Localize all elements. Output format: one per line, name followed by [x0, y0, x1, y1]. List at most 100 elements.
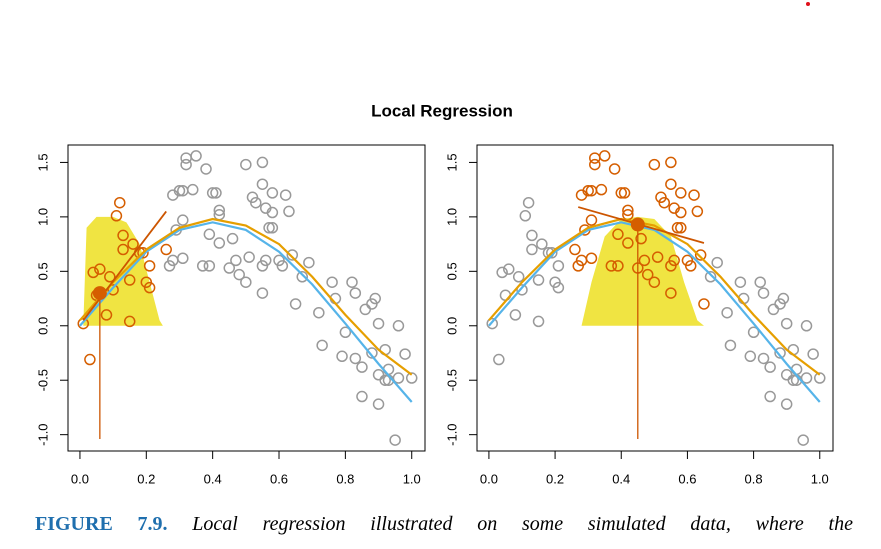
data-point: [519, 210, 532, 222]
data-point: [127, 238, 139, 250]
data-point: [493, 353, 505, 366]
data-point: [496, 266, 508, 279]
x-tick-label: 1.0: [403, 471, 421, 486]
data-point: [800, 372, 813, 384]
data-point: [747, 326, 760, 339]
data-point: [100, 309, 113, 321]
y-tick-label: 1.5: [35, 153, 50, 171]
data-point: [648, 158, 661, 171]
data-point: [180, 158, 192, 171]
data-point: [303, 256, 315, 269]
data-point: [173, 184, 186, 197]
data-point: [598, 150, 611, 162]
x-tick-label: 0.4: [612, 471, 630, 486]
data-point: [665, 287, 677, 299]
data-point: [389, 434, 401, 446]
data-point: [787, 374, 800, 386]
data-point: [615, 187, 628, 199]
data-point: [240, 158, 252, 171]
x-tick-label: 0.6: [270, 471, 288, 486]
data-point: [206, 187, 219, 199]
data-point: [691, 205, 704, 218]
data-point: [536, 238, 548, 250]
data-point: [123, 315, 136, 328]
x-tick-label: 0.8: [336, 471, 354, 486]
data-point: [143, 281, 156, 294]
data-point: [187, 183, 199, 196]
plot-frame: [476, 144, 834, 452]
data-point: [392, 372, 405, 384]
data-point: [764, 361, 776, 373]
data-point: [546, 247, 558, 259]
target-point: [630, 217, 645, 232]
y-tick-label: -1.0: [35, 423, 50, 445]
data-point: [279, 189, 292, 201]
data-point: [675, 206, 687, 219]
y-tick-label: 0.0: [444, 317, 459, 335]
data-point: [250, 196, 262, 209]
data-point: [313, 306, 325, 319]
data-point: [671, 222, 684, 234]
data-point: [612, 260, 624, 272]
data-point: [757, 352, 770, 365]
data-point: [757, 287, 770, 299]
marker-dot: [806, 2, 810, 6]
data-point: [526, 229, 538, 242]
data-point: [256, 156, 269, 169]
data-point: [777, 292, 790, 305]
caption-label: FIGURE 7.9.: [35, 513, 168, 535]
chart-title: Local Regression: [371, 101, 513, 120]
data-point: [635, 232, 647, 245]
caption-text: Local regression illustrated on some sim…: [192, 513, 853, 535]
data-point: [797, 434, 809, 446]
data-point: [87, 266, 99, 279]
data-point: [509, 309, 522, 321]
x-tick-label: 0.0: [480, 471, 498, 486]
y-tick-label: 1.0: [444, 208, 459, 226]
data-point: [213, 204, 226, 217]
data-point: [622, 237, 634, 249]
data-point: [210, 187, 222, 199]
data-point: [200, 163, 212, 175]
data-point: [117, 243, 129, 256]
data-point: [369, 292, 381, 305]
data-point: [552, 281, 565, 294]
true-curve: [488, 221, 821, 403]
data-point: [638, 254, 651, 267]
data-point: [316, 339, 328, 352]
plot-frame: [67, 144, 426, 452]
x-tick-label: 0.0: [71, 471, 89, 486]
data-point: [774, 347, 786, 359]
data-point: [349, 287, 362, 299]
data-point: [582, 184, 594, 197]
data-point: [110, 210, 123, 222]
x-tick-label: 0.8: [745, 471, 763, 486]
data-point: [177, 214, 189, 226]
data-point: [94, 263, 106, 275]
data-point: [688, 189, 700, 201]
data-point: [336, 350, 348, 363]
fitted-curve: [488, 217, 821, 376]
data-point: [196, 260, 209, 272]
y-tick-label: 1.5: [444, 153, 459, 171]
data-point: [104, 271, 116, 283]
data-point: [694, 249, 707, 261]
data-point: [684, 260, 697, 272]
fitted-curve: [79, 217, 413, 376]
data-point: [143, 260, 156, 272]
y-tick-label: 0.5: [444, 262, 459, 280]
data-point: [675, 222, 687, 234]
data-point: [266, 222, 279, 234]
data-point: [721, 306, 733, 319]
data-point: [589, 158, 601, 171]
x-tick-label: 1.0: [811, 471, 829, 486]
y-tick-label: -1.0: [444, 423, 459, 445]
data-point: [392, 320, 405, 332]
local-fit-line: [82, 210, 167, 321]
data-point: [622, 204, 634, 217]
data-point: [263, 222, 275, 234]
data-point: [675, 187, 687, 199]
data-point: [405, 372, 418, 384]
